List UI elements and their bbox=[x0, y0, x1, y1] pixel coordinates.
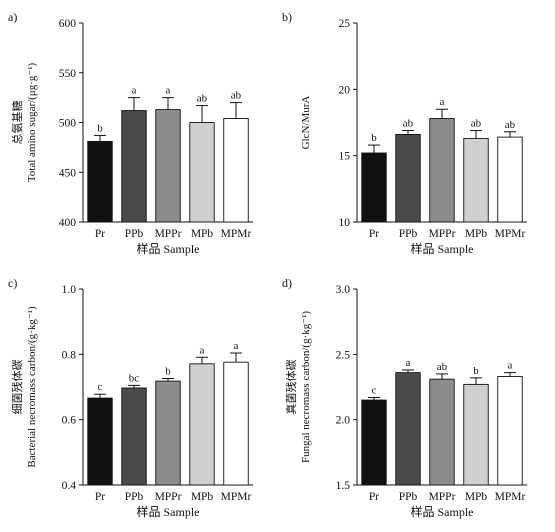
significance-letter: ab bbox=[505, 119, 516, 131]
y-tick-label: 2.0 bbox=[336, 415, 351, 427]
bar bbox=[395, 372, 421, 486]
y-tick-label: 15 bbox=[339, 151, 351, 163]
significance-letter: ab bbox=[197, 93, 208, 105]
panel-label: c) bbox=[8, 276, 17, 290]
y-tick-label: 450 bbox=[59, 167, 77, 179]
x-tick-label: MPPr bbox=[429, 491, 456, 503]
significance-letter: a bbox=[200, 344, 205, 356]
bar bbox=[87, 397, 113, 486]
bar bbox=[361, 399, 387, 486]
y-tick-label: 550 bbox=[59, 68, 77, 80]
y-tick-label: 10 bbox=[339, 217, 351, 229]
significance-letter: c bbox=[98, 381, 103, 393]
x-tick-label: MPPr bbox=[429, 228, 456, 240]
x-tick-label: MPMr bbox=[221, 491, 252, 503]
x-tick-label: PPb bbox=[125, 491, 144, 503]
bar bbox=[87, 140, 113, 223]
x-axis-label: 样品 Sample bbox=[137, 241, 200, 256]
significance-letter: a bbox=[132, 85, 137, 97]
bar bbox=[189, 122, 215, 223]
x-tick-label: MPMr bbox=[495, 228, 526, 240]
y-tick-label: 3.0 bbox=[336, 284, 351, 296]
bar bbox=[121, 110, 147, 223]
y-tick-label: 20 bbox=[339, 84, 351, 96]
x-axis-label: 样品 Sample bbox=[137, 504, 200, 519]
significance-letter: ab bbox=[437, 361, 448, 373]
bar bbox=[223, 118, 249, 223]
y-axis-label-en: Bacterial necromass carbon/(g·kg⁻¹) bbox=[26, 306, 38, 468]
significance-letter: a bbox=[440, 96, 445, 108]
y-tick-label: 1.0 bbox=[62, 284, 77, 296]
bar bbox=[223, 361, 249, 486]
significance-letter: ab bbox=[471, 117, 482, 129]
x-tick-label: PPb bbox=[399, 228, 418, 240]
x-tick-label: PPb bbox=[125, 228, 144, 240]
y-axis-label-en: GlcN/MurA bbox=[300, 96, 312, 150]
x-axis-label: 样品 Sample bbox=[411, 241, 474, 256]
y-axis-label-cn: 总氨基糖 bbox=[10, 101, 24, 145]
significance-letter: a bbox=[508, 360, 513, 372]
bar bbox=[361, 152, 387, 223]
y-axis-label-cn: 真菌残体碳 bbox=[284, 360, 298, 415]
y-tick-label: 0.4 bbox=[62, 480, 77, 492]
significance-letter: b bbox=[165, 366, 171, 378]
x-tick-label: Pr bbox=[95, 491, 105, 503]
significance-letter: b bbox=[371, 132, 377, 144]
x-tick-label: MPPr bbox=[155, 491, 182, 503]
y-tick-label: 0.8 bbox=[62, 349, 77, 361]
y-tick-label: 1.5 bbox=[336, 480, 351, 492]
significance-letter: a bbox=[166, 85, 171, 97]
bar bbox=[155, 109, 181, 223]
x-tick-label: MPMr bbox=[221, 228, 252, 240]
x-tick-label: MPb bbox=[465, 228, 488, 240]
x-axis-label: 样品 Sample bbox=[411, 504, 474, 519]
x-tick-label: MPMr bbox=[495, 491, 526, 503]
y-tick-label: 600 bbox=[59, 18, 77, 30]
bar bbox=[497, 376, 523, 486]
bar bbox=[497, 136, 523, 223]
significance-letter: a bbox=[234, 340, 239, 352]
significance-letter: b bbox=[97, 122, 103, 134]
bar bbox=[463, 137, 489, 223]
significance-letter: bc bbox=[129, 372, 140, 384]
y-tick-label: 400 bbox=[59, 217, 77, 229]
x-tick-label: MPb bbox=[191, 228, 214, 240]
x-tick-label: MPb bbox=[465, 491, 488, 503]
significance-letter: a bbox=[406, 357, 411, 369]
x-tick-label: PPb bbox=[399, 491, 418, 503]
panel-label: a) bbox=[8, 10, 17, 24]
panel-label: d) bbox=[282, 276, 292, 290]
bar bbox=[395, 133, 421, 223]
significance-letter: ab bbox=[403, 117, 414, 129]
bar bbox=[463, 383, 489, 486]
x-tick-label: MPPr bbox=[155, 228, 182, 240]
bar bbox=[155, 380, 181, 486]
y-tick-label: 0.6 bbox=[62, 415, 77, 427]
x-tick-label: Pr bbox=[369, 228, 379, 240]
significance-letter: ab bbox=[231, 90, 242, 102]
x-tick-label: Pr bbox=[95, 228, 105, 240]
y-axis-label-cn: 细菌残体碳 bbox=[10, 360, 24, 415]
y-axis-label-en: Fungal necromass carbon/(g·kg⁻¹) bbox=[300, 311, 312, 463]
significance-letter: c bbox=[372, 384, 377, 396]
significance-letter: b bbox=[473, 365, 479, 377]
y-tick-label: 25 bbox=[339, 18, 351, 30]
bar bbox=[429, 118, 455, 223]
bar bbox=[121, 387, 147, 486]
panel-label: b) bbox=[282, 10, 292, 24]
y-tick-label: 2.5 bbox=[336, 349, 351, 361]
bar bbox=[429, 378, 455, 486]
y-axis-label-en: Total amino sugar/(μg·g⁻¹) bbox=[26, 63, 38, 183]
x-tick-label: MPb bbox=[191, 491, 214, 503]
bar bbox=[189, 363, 215, 486]
y-tick-label: 500 bbox=[59, 118, 77, 130]
x-tick-label: Pr bbox=[369, 491, 379, 503]
